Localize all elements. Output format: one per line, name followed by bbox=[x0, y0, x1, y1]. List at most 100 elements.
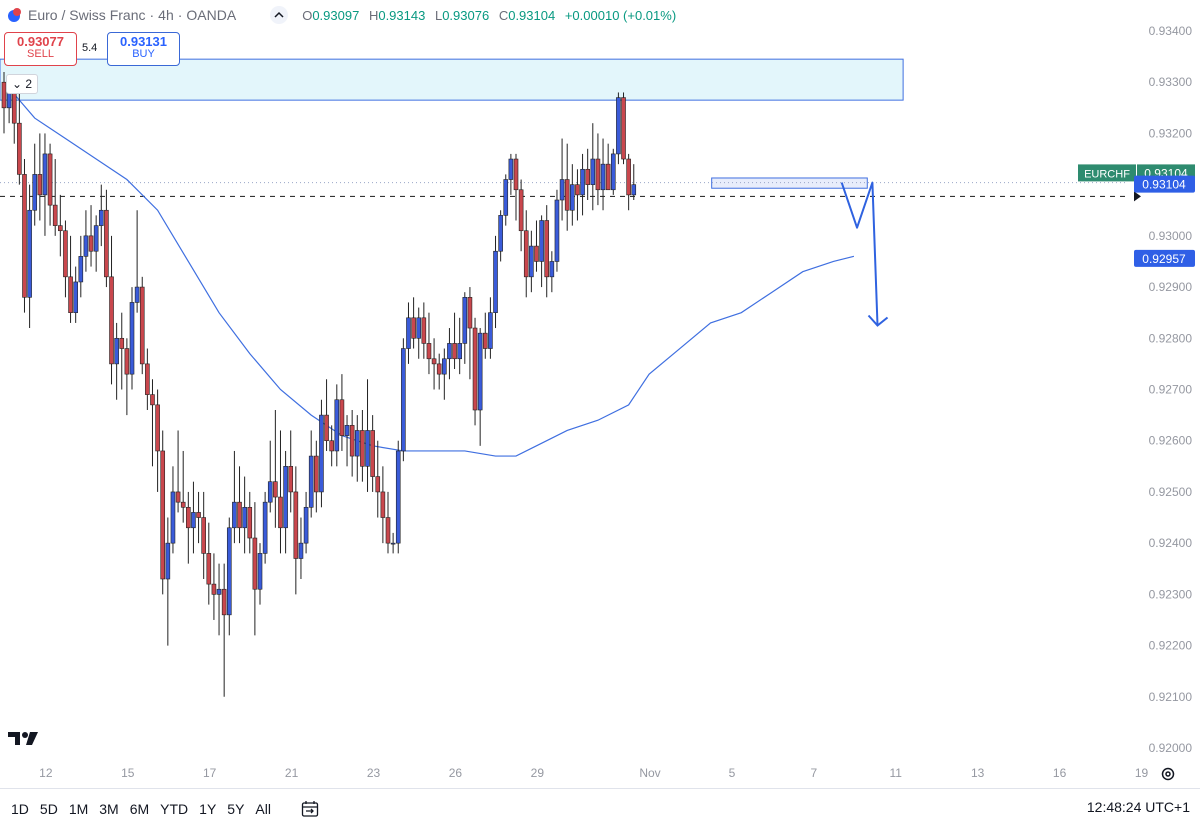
candle-body bbox=[523, 230, 529, 278]
candle-body bbox=[626, 158, 631, 196]
candle-body bbox=[32, 174, 38, 211]
candle-body bbox=[114, 337, 119, 365]
candle-body bbox=[232, 501, 237, 529]
price-chart[interactable]: 0.934000.933000.932000.931000.930000.929… bbox=[0, 0, 1200, 788]
range-3m[interactable]: 3M bbox=[99, 800, 119, 817]
candle-body bbox=[436, 363, 442, 375]
candle-body bbox=[431, 358, 437, 365]
candle-body bbox=[616, 97, 621, 155]
y-tick-label: 0.92500 bbox=[1149, 485, 1193, 499]
candle-body bbox=[575, 184, 580, 196]
bottom-toolbar: 1D 5D 1M 3M 6M YTD 1Y 5Y All 12:48:24 UT… bbox=[0, 788, 1200, 828]
price-price-text: 0.93104 bbox=[1142, 178, 1186, 192]
x-tick-label: 26 bbox=[449, 766, 463, 780]
range-ytd[interactable]: YTD bbox=[160, 800, 189, 817]
range-1d[interactable]: 1D bbox=[11, 800, 29, 817]
candle-body bbox=[78, 256, 84, 283]
ma-price-text: 0.92957 bbox=[1142, 252, 1186, 266]
range-5d[interactable]: 5D bbox=[39, 800, 58, 817]
range-all[interactable]: All bbox=[255, 800, 271, 817]
x-tick-label: 7 bbox=[810, 766, 817, 780]
candle-body bbox=[354, 430, 360, 457]
candle-body bbox=[477, 332, 483, 411]
y-tick-label: 0.92400 bbox=[1149, 536, 1193, 550]
candle-body bbox=[129, 302, 135, 375]
candle-body bbox=[580, 168, 585, 196]
candle-body bbox=[303, 506, 309, 544]
candle-body bbox=[63, 230, 68, 278]
y-tick-label: 0.92800 bbox=[1149, 331, 1193, 345]
candle-body bbox=[186, 506, 191, 529]
candle-body bbox=[442, 358, 447, 375]
candle-body bbox=[93, 225, 99, 252]
candle-body bbox=[221, 588, 227, 616]
candle-body bbox=[226, 527, 232, 616]
y-tick-label: 0.92900 bbox=[1149, 280, 1193, 294]
chevron-up-icon[interactable] bbox=[270, 6, 289, 24]
ma-price-tag bbox=[1134, 249, 1195, 267]
price-price-tag bbox=[1134, 175, 1195, 193]
x-tick-label: 29 bbox=[531, 766, 545, 780]
candle-body bbox=[395, 450, 401, 544]
candle-body bbox=[339, 399, 345, 436]
candle-body bbox=[314, 455, 319, 493]
candle-body bbox=[447, 343, 452, 360]
candle-body bbox=[595, 158, 601, 191]
candle-body bbox=[180, 501, 186, 508]
range-6m[interactable]: 6M bbox=[129, 800, 150, 817]
candle-body bbox=[211, 583, 217, 595]
candle-body bbox=[119, 337, 125, 349]
candle-body bbox=[564, 179, 570, 211]
candle-body bbox=[52, 204, 58, 226]
candle-body bbox=[488, 312, 493, 349]
x-tick-label: 11 bbox=[890, 766, 903, 780]
buy-button[interactable]: 0.93131 BUY bbox=[107, 32, 180, 66]
buy-price: 0.93131 bbox=[120, 34, 167, 49]
candle-body bbox=[559, 179, 565, 201]
candle-body bbox=[380, 491, 386, 518]
sell-price: 0.93077 bbox=[17, 34, 64, 49]
sell-button[interactable]: 0.93077 SELL bbox=[4, 32, 77, 66]
chevron-down-icon: ⌄ bbox=[11, 77, 23, 91]
candle-body bbox=[37, 174, 43, 196]
minor-zone[interactable] bbox=[711, 177, 868, 189]
projection-arrow[interactable] bbox=[840, 181, 879, 326]
calendar-range-icon[interactable] bbox=[301, 800, 319, 818]
symbol-name[interactable]: Euro / Swiss Franc bbox=[28, 7, 146, 23]
range-1y[interactable]: 1Y bbox=[199, 800, 217, 817]
range-5y[interactable]: 5Y bbox=[227, 800, 245, 817]
indicator-collapse-button[interactable]: ⌄ 2 bbox=[6, 74, 38, 94]
candle-body bbox=[22, 174, 27, 298]
interval-label[interactable]: 4h bbox=[158, 7, 174, 23]
candle-body bbox=[554, 199, 560, 262]
candle-body bbox=[544, 220, 550, 278]
high-value: 0.93143 bbox=[378, 7, 426, 23]
candle-body bbox=[498, 215, 503, 252]
x-tick-label: 12 bbox=[39, 766, 53, 780]
candle-body bbox=[590, 158, 596, 185]
candle-body bbox=[467, 297, 473, 329]
range-1m[interactable]: 1M bbox=[68, 800, 89, 817]
x-tick-label: 15 bbox=[121, 766, 135, 780]
candle-body bbox=[17, 122, 22, 175]
candle-body bbox=[109, 276, 114, 365]
candle-body bbox=[605, 163, 611, 191]
candle-body bbox=[288, 466, 294, 493]
candle-body bbox=[457, 343, 462, 360]
candle-body bbox=[68, 276, 73, 313]
candle-body bbox=[201, 517, 206, 554]
candle-body bbox=[150, 394, 155, 406]
candle-body bbox=[206, 553, 212, 585]
buy-label: BUY bbox=[132, 48, 155, 60]
candle-body bbox=[406, 317, 411, 349]
clock-timezone[interactable]: 12:48:24 UTC+1 bbox=[1086, 799, 1190, 815]
candle-body bbox=[508, 158, 514, 180]
candle-body bbox=[585, 168, 590, 185]
candle-body bbox=[98, 209, 104, 226]
candle-body bbox=[83, 235, 89, 257]
gear-icon[interactable] bbox=[1160, 766, 1176, 782]
candle-body bbox=[462, 297, 468, 344]
candle-body bbox=[344, 425, 350, 436]
x-tick-label: 21 bbox=[285, 766, 299, 780]
candle-body bbox=[165, 542, 171, 580]
